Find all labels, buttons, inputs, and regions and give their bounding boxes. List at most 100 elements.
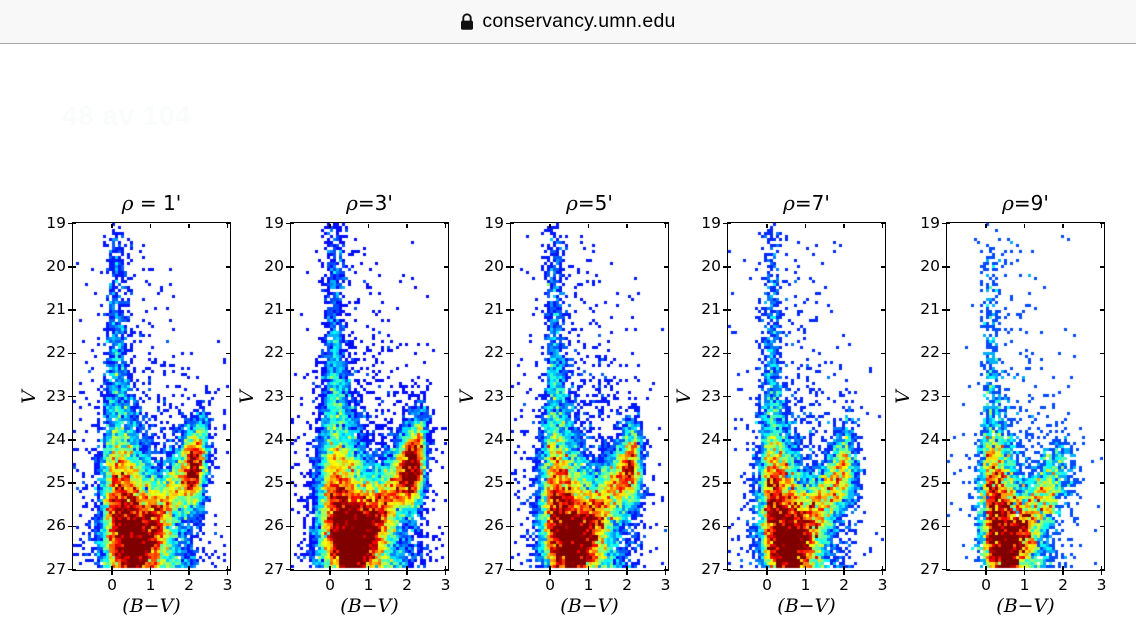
url-text: conservancy.umn.edu [482, 10, 676, 32]
y-tick-label: 27 [46, 559, 66, 578]
rho-symbol: ρ [121, 191, 134, 215]
y-tick-mark-right [1099, 439, 1104, 441]
y-tick-label: 22 [701, 343, 721, 362]
y-tick-mark-right [880, 266, 885, 268]
y-tick-label: 24 [264, 429, 284, 448]
x-tick-mark-top [1100, 223, 1103, 228]
x-tick-mark [881, 565, 884, 575]
x-tick-mark [1062, 565, 1064, 575]
y-tick-label: 24 [920, 429, 940, 448]
y-tick-label: 25 [46, 473, 66, 491]
y-tick-mark-right [880, 525, 885, 527]
y-tick-label: 23 [920, 386, 940, 405]
panel-title: ρ=5' [498, 191, 681, 216]
x-tick-mark [1023, 565, 1026, 575]
y-tick-mark [286, 395, 294, 398]
x-tick-mark-top [329, 223, 331, 228]
title-value: =7' [794, 191, 830, 215]
y-tick-label: 19 [701, 213, 721, 232]
y-tick-mark-right [443, 352, 448, 354]
y-tick-label: 20 [920, 256, 940, 275]
cmd-density-canvas [947, 223, 1103, 569]
x-tick-label: 3 [440, 576, 451, 594]
x-tick-mark [226, 565, 229, 575]
x-tick-mark-top [149, 223, 152, 228]
y-tick-label: 26 [484, 516, 504, 535]
x-axis-label: (B−V) [122, 595, 181, 617]
y-tick-label: 21 [46, 300, 66, 318]
x-tick-mark-top [367, 223, 370, 228]
x-tick-label: 1 [1019, 576, 1030, 594]
x-tick-label: 0 [107, 576, 117, 594]
y-tick-mark-right [225, 395, 230, 398]
y-tick-mark-right [663, 525, 668, 527]
x-tick-label: 2 [402, 576, 412, 594]
y-tick-label: 27 [701, 559, 721, 578]
x-tick-label: 1 [800, 576, 811, 594]
x-tick-label: 0 [325, 576, 335, 594]
x-tick-mark [626, 565, 628, 575]
x-tick-label: 0 [545, 576, 555, 594]
y-tick-mark [68, 352, 76, 354]
y-tick-mark [723, 568, 731, 571]
y-tick-mark [68, 482, 76, 484]
x-tick-mark-top [549, 223, 551, 228]
y-tick-label: 22 [264, 343, 284, 362]
x-tick-mark-top [985, 223, 987, 228]
x-tick-label: 2 [1058, 576, 1068, 594]
y-tick-mark [942, 309, 950, 311]
y-tick-mark [942, 352, 950, 354]
y-tick-mark-right [225, 439, 230, 441]
y-tick-mark [723, 266, 731, 268]
y-tick-mark-right [663, 352, 668, 354]
y-axis-label: V [456, 389, 478, 404]
y-tick-mark-right [1099, 395, 1104, 398]
y-tick-mark-right [225, 482, 230, 484]
cmd-density-canvas [728, 223, 884, 569]
y-tick-mark [68, 266, 76, 268]
panel-title: ρ=7' [715, 191, 898, 216]
axes-frame [510, 222, 669, 571]
y-tick-mark-right [880, 309, 885, 311]
y-tick-mark-right [443, 266, 448, 268]
cmd-density-canvas [73, 223, 229, 569]
x-tick-label: 0 [762, 576, 772, 594]
y-tick-label: 19 [264, 213, 284, 232]
x-tick-label: 2 [622, 576, 632, 594]
x-tick-mark-top [1023, 223, 1026, 228]
x-tick-mark [843, 565, 845, 575]
y-tick-mark [68, 568, 76, 571]
panel-title: ρ = 1' [60, 191, 243, 216]
y-tick-label: 25 [484, 473, 504, 491]
y-tick-mark-right [1099, 352, 1104, 354]
x-tick-label: 2 [839, 576, 849, 594]
y-tick-mark [506, 222, 514, 225]
x-tick-mark-top [626, 223, 628, 228]
x-tick-mark [587, 565, 590, 575]
y-tick-mark [506, 395, 514, 398]
y-tick-label: 24 [46, 429, 66, 448]
y-tick-mark [68, 395, 76, 398]
y-tick-mark-right [880, 439, 885, 441]
y-tick-mark [68, 222, 76, 225]
x-tick-mark-top [881, 223, 884, 228]
axes-frame [946, 222, 1105, 571]
y-tick-label: 19 [484, 213, 504, 232]
y-tick-mark-right [880, 352, 885, 354]
x-tick-mark [1100, 565, 1103, 575]
y-tick-label: 26 [264, 516, 284, 535]
x-tick-label: 2 [184, 576, 194, 594]
x-tick-mark-top [444, 223, 447, 228]
y-tick-mark-right [663, 395, 668, 398]
browser-url-bar[interactable]: conservancy.umn.edu [0, 0, 1136, 44]
x-tick-mark-top [226, 223, 229, 228]
y-tick-label: 23 [701, 386, 721, 405]
y-tick-label: 22 [484, 343, 504, 362]
x-tick-mark-top [804, 223, 807, 228]
y-tick-label: 21 [484, 300, 504, 318]
y-tick-mark [286, 439, 294, 441]
x-tick-mark [804, 565, 807, 575]
y-tick-label: 25 [920, 473, 940, 491]
y-tick-mark [506, 525, 514, 527]
